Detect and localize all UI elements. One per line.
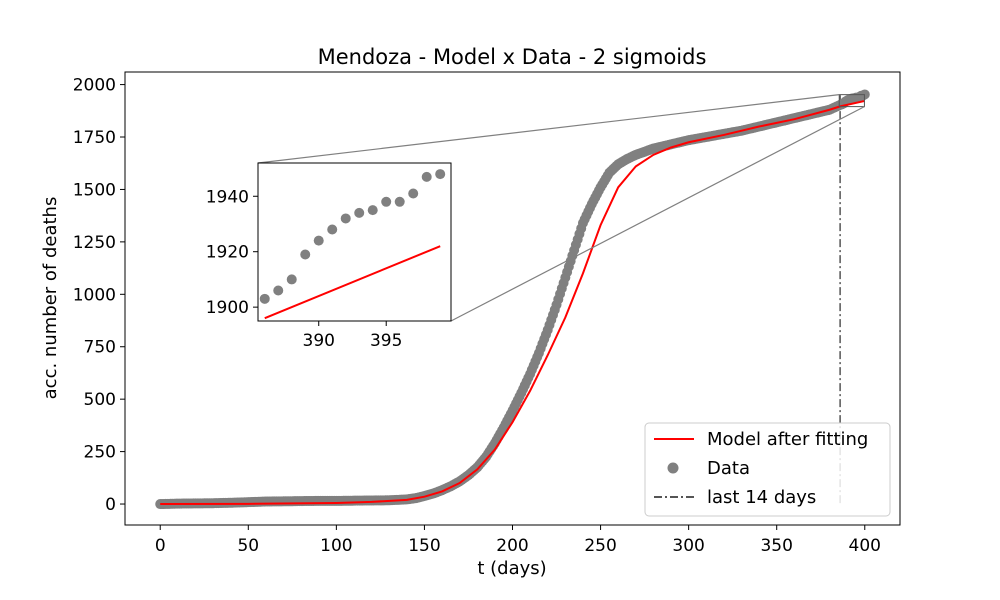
inset-data-point [259,293,270,304]
zoom-connector [450,106,865,322]
inset-data-point [286,274,297,285]
x-tick-label: 100 [320,536,352,556]
x-axis-label: t (days) [477,558,546,579]
inset-data-points [259,169,446,304]
x-axis-ticks: 0 50 100 150 200 250 300 350 400 [155,525,881,556]
inset-data-point [354,207,365,218]
y-tick-label: 500 [84,390,116,410]
inset-plot: 390 395 1900 1920 1940 [206,162,452,351]
y-tick-label: 0 [105,495,116,515]
x-tick-label: 350 [760,536,792,556]
inset-data-point [340,213,351,224]
y-tick-label: 250 [84,443,116,463]
inset-data-point [381,196,392,207]
inset-x-tick-label: 390 [303,331,335,351]
zoom-indicator [257,94,865,322]
inset-data-point [313,235,324,246]
inset-y-ticks: 1900 1920 1940 [206,187,258,318]
inset-data-point [367,205,378,216]
inset-x-ticks: 390 395 [303,321,402,351]
x-tick-label: 50 [237,536,259,556]
chart-title: Mendoza - Model x Data - 2 sigmoids [318,45,707,69]
legend: Model after fitting Data last 14 days [644,422,891,517]
y-tick-label: 1500 [73,180,116,200]
x-tick-label: 200 [496,536,528,556]
legend-box [644,422,891,517]
legend-model-label: Model after fitting [707,429,868,450]
x-tick-label: 150 [408,536,440,556]
inset-data-point [421,171,432,182]
y-tick-label: 2000 [73,76,116,96]
x-tick-label: 250 [584,536,616,556]
inset-data-point [394,196,405,207]
inset-y-tick-label: 1940 [206,187,249,207]
y-tick-label: 1250 [73,233,116,253]
inset-model-line [264,245,441,320]
legend-last14-label: last 14 days [707,487,816,508]
x-tick-label: 0 [155,536,166,556]
zoom-connector [257,94,840,164]
inset-x-tick-label: 395 [370,331,402,351]
zoom-rectangle [838,94,865,108]
inset-data-point [300,249,311,260]
model-curve [160,99,865,506]
x-tick-label: 300 [672,536,704,556]
y-axis-label: acc. number of deaths [40,197,61,400]
model-line [160,99,865,506]
inset-y-tick-label: 1920 [206,243,249,263]
legend-data-label: Data [707,458,750,479]
inset-data-point [327,224,338,235]
y-axis-ticks: 0 250 500 750 1000 1250 1500 1750 2000 [73,76,125,515]
legend-data-swatch [667,462,679,474]
inset-model-curve [264,245,441,320]
y-tick-label: 1000 [73,285,116,305]
inset-y-tick-label: 1900 [206,298,249,318]
inset-data-point [408,188,419,199]
y-tick-label: 1750 [73,128,116,148]
inset-data-point [435,169,446,180]
inset-plot-area [257,162,452,322]
y-tick-label: 750 [84,338,116,358]
x-tick-label: 400 [849,536,881,556]
inset-data-point [273,285,284,296]
